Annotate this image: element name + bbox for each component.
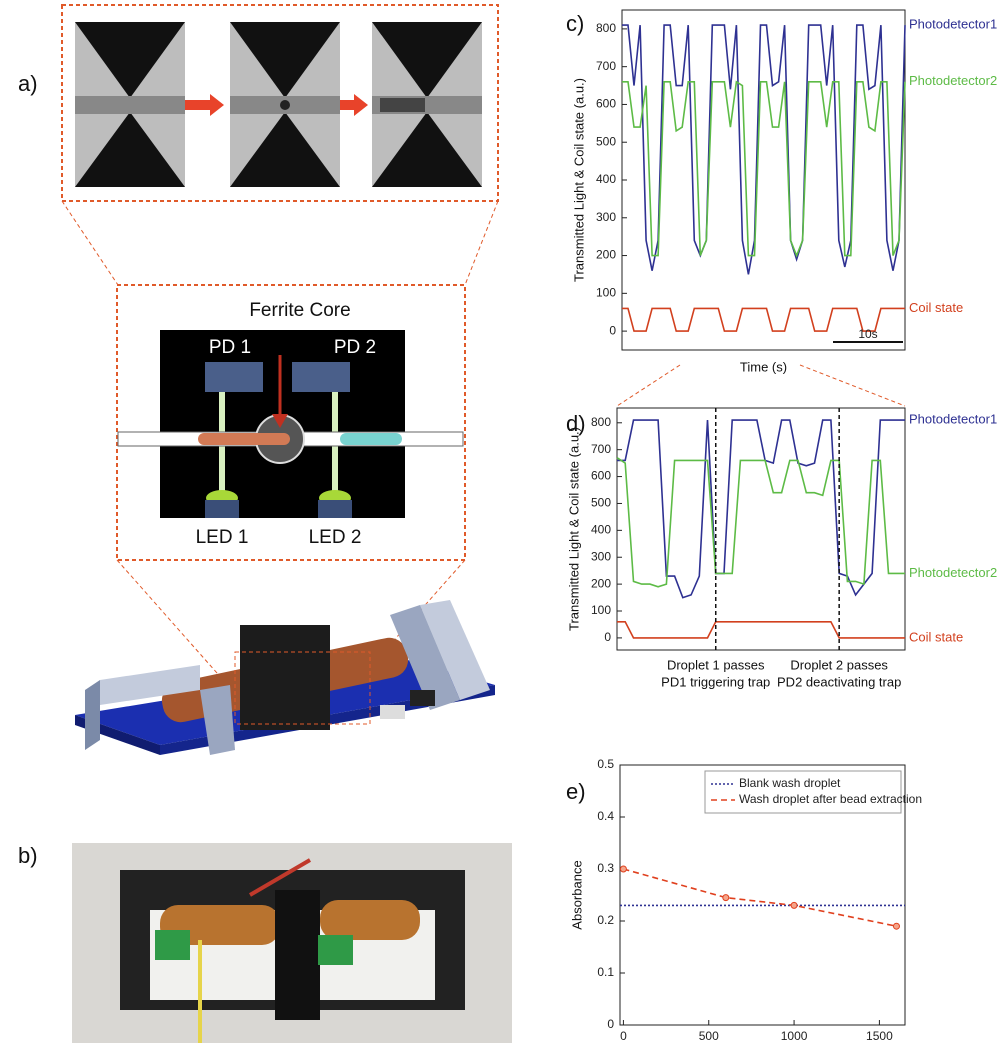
panel-label: c) bbox=[566, 11, 584, 36]
y-axis-label: Absorbance bbox=[569, 860, 584, 929]
series-line bbox=[617, 621, 905, 639]
annotation: Droplet 2 passes bbox=[790, 657, 888, 672]
y-tick-label: 0 bbox=[609, 323, 616, 337]
label: PD 2 bbox=[334, 337, 376, 358]
y-tick-label: 800 bbox=[596, 21, 616, 35]
y-tick-label: 0.4 bbox=[597, 809, 614, 823]
panel-label: e) bbox=[566, 779, 586, 804]
x-tick-label: 0 bbox=[620, 1029, 627, 1043]
series-line bbox=[622, 24, 906, 275]
y-tick-label: 300 bbox=[591, 549, 611, 563]
y-tick-label: 0.2 bbox=[597, 913, 614, 927]
micrograph-strip bbox=[61, 4, 499, 286]
legend-box bbox=[704, 770, 902, 814]
annotation: PD1 triggering trap bbox=[661, 674, 770, 689]
plot-frame bbox=[616, 407, 906, 651]
y-tick-label: 0 bbox=[604, 630, 611, 644]
label: LED 1 bbox=[196, 527, 249, 548]
data-point bbox=[619, 865, 627, 873]
y-tick-label: 0.1 bbox=[597, 965, 614, 979]
series-line bbox=[622, 307, 905, 332]
y-tick-label: 500 bbox=[591, 496, 611, 510]
legend-label: Blank wash droplet bbox=[739, 776, 841, 790]
label: LED 2 bbox=[309, 527, 362, 548]
data-point bbox=[722, 894, 730, 902]
y-tick-label: 200 bbox=[596, 248, 616, 262]
x-tick-label: 1500 bbox=[866, 1029, 893, 1043]
y-tick-label: 100 bbox=[596, 286, 616, 300]
y-tick-label: 0.5 bbox=[597, 757, 614, 771]
x-tick-label: 500 bbox=[699, 1029, 719, 1043]
series-label: Photodetector1 bbox=[909, 412, 997, 427]
y-tick-label: 800 bbox=[591, 415, 611, 429]
y-tick-label: 600 bbox=[596, 97, 616, 111]
y-tick-label: 100 bbox=[591, 603, 611, 617]
panel-label: a) bbox=[18, 71, 38, 96]
scale-bar-label: 10s bbox=[858, 327, 877, 341]
zoom-connector bbox=[799, 364, 906, 407]
label: Ferrite Core bbox=[249, 300, 350, 321]
y-tick-label: 400 bbox=[596, 172, 616, 186]
y-tick-label: 400 bbox=[591, 523, 611, 537]
series-label: Photodetector1 bbox=[909, 17, 997, 32]
data-point bbox=[790, 901, 798, 909]
legend-label: Wash droplet after bead extraction bbox=[739, 792, 922, 806]
y-tick-label: 600 bbox=[591, 469, 611, 483]
y-tick-label: 700 bbox=[596, 59, 616, 73]
y-tick-label: 500 bbox=[596, 134, 616, 148]
series-line bbox=[622, 80, 906, 258]
series-line bbox=[623, 868, 897, 927]
x-tick-label: 1000 bbox=[781, 1029, 808, 1043]
annotation: Droplet 1 passes bbox=[667, 657, 765, 672]
series-label: Photodetector2 bbox=[909, 565, 997, 580]
y-axis-label: Transmitted Light & Coil state (a.u.) bbox=[566, 427, 581, 631]
y-tick-label: 700 bbox=[591, 442, 611, 456]
series-line bbox=[616, 457, 905, 588]
device-render bbox=[75, 600, 495, 755]
panel-label: b) bbox=[18, 843, 38, 868]
y-tick-label: 300 bbox=[596, 210, 616, 224]
y-axis-label: Transmitted Light & Coil state (a.u.) bbox=[571, 78, 586, 282]
zoom-connector bbox=[616, 364, 681, 407]
panel-label: d) bbox=[566, 411, 586, 436]
device-photo bbox=[72, 843, 512, 1043]
label: PD 1 bbox=[209, 337, 251, 358]
plot-frame bbox=[621, 9, 906, 351]
y-tick-label: 200 bbox=[591, 576, 611, 590]
series-line bbox=[617, 419, 905, 599]
sensor-schematic: Ferrite Core PD 1 PD 2 LED 1 LED 2 bbox=[116, 284, 466, 691]
data-point bbox=[892, 922, 900, 930]
y-tick-label: 0 bbox=[607, 1017, 614, 1031]
y-tick-label: 0.3 bbox=[597, 861, 614, 875]
x-axis-label: Time (s) bbox=[740, 359, 787, 374]
series-label: Photodetector2 bbox=[909, 73, 997, 88]
series-label: Coil state bbox=[909, 629, 963, 644]
annotation: PD2 deactivating trap bbox=[777, 674, 901, 689]
series-label: Coil state bbox=[909, 300, 963, 315]
